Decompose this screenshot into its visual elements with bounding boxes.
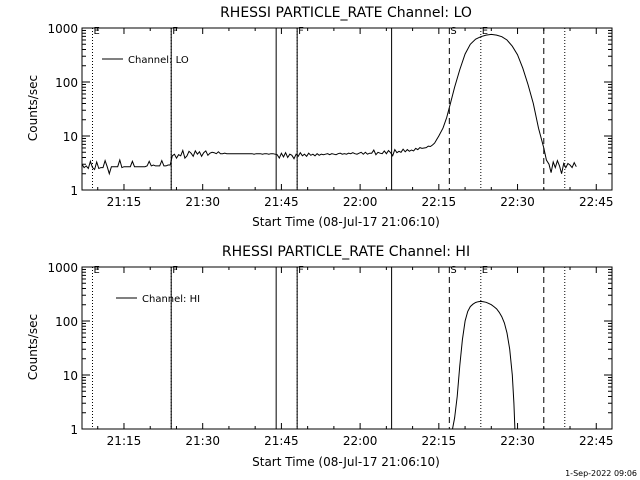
panel-lo: RHESSI PARTICLE_RATE Channel: LO Start T… (26, 5, 614, 229)
panel-hi-marker-label: E (482, 265, 488, 276)
panel-lo-xtick-label: 22:00 (343, 195, 378, 209)
panel-hi-xtick-label: 21:45 (264, 434, 299, 448)
panel-lo-marker-label: E (93, 26, 99, 37)
panel-hi-ytick-label: 1 (70, 423, 78, 437)
panel-hi-series-line (452, 300, 516, 430)
panel-lo-marker-label: F (298, 26, 304, 37)
panel-hi-marker-label: S (450, 265, 456, 276)
footer-timestamp: 1-Sep-2022 09:06 (565, 469, 637, 478)
panel-hi-ytick-label: 10 (63, 369, 78, 383)
panel-lo-series-line (81, 33, 577, 176)
panel-hi-xtick-label: 22:30 (500, 434, 535, 448)
panel-hi-title: RHESSI PARTICLE_RATE Channel: HI (222, 244, 470, 260)
panel-hi-xtick-label: 21:30 (185, 434, 220, 448)
panel-lo-legend-label: Channel: LO (128, 55, 189, 66)
panel-lo-marker-label: F (172, 26, 178, 37)
panel-lo-ytick-label: 1 (70, 184, 78, 198)
panel-hi-xtick-label: 22:15 (422, 434, 457, 448)
panel-lo-xtick-label: 21:15 (107, 195, 142, 209)
panel-hi-marker-label: E (93, 265, 99, 276)
panel-hi-ytick-label: 1000 (47, 261, 78, 275)
panel-lo-xtick-label: 21:45 (264, 195, 299, 209)
panel-lo-ytick-label: 10 (63, 130, 78, 144)
panel-lo-ylabel: Counts/sec (26, 75, 40, 141)
panel-lo-xtick-label: 22:15 (422, 195, 457, 209)
panel-lo-title: RHESSI PARTICLE_RATE Channel: LO (220, 5, 472, 21)
panel-lo-xtick-label: 22:30 (500, 195, 535, 209)
panel-hi-ylabel: Counts/sec (26, 314, 40, 380)
panel-hi: RHESSI PARTICLE_RATE Channel: HI Start T… (26, 244, 614, 469)
panel-lo-xtick-label: 21:30 (185, 195, 220, 209)
panel-lo-marker-label: E (482, 26, 488, 37)
panel-lo-marker-label: S (450, 26, 456, 37)
panel-lo-xtick-label: 22:45 (579, 195, 614, 209)
panel-hi-xtick-label: 21:15 (107, 434, 142, 448)
panel-lo-xlabel: Start Time (08-Jul-17 21:06:10) (252, 215, 440, 229)
panel-lo-ytick-label: 100 (55, 76, 78, 90)
panel-hi-xtick-label: 22:45 (579, 434, 614, 448)
panel-hi-marker-label: F (298, 265, 304, 276)
panel-hi-ytick-label: 100 (55, 315, 78, 329)
panel-hi-xlabel: Start Time (08-Jul-17 21:06:10) (252, 455, 440, 469)
panel-hi-xtick-label: 22:00 (343, 434, 378, 448)
panel-hi-marker-label: F (172, 265, 178, 276)
panel-lo-ytick-label: 1000 (47, 22, 78, 36)
panel-hi-plot-frame (81, 266, 613, 430)
panel-lo-plot-frame (81, 27, 613, 191)
